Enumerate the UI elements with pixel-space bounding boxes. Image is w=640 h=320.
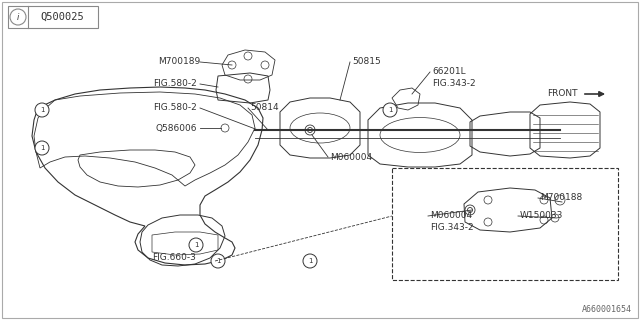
Text: M700188: M700188 (540, 194, 582, 203)
Text: 66201L: 66201L (432, 68, 466, 76)
Text: 1: 1 (308, 258, 312, 264)
Text: FIG.580-2: FIG.580-2 (153, 79, 197, 89)
Circle shape (303, 254, 317, 268)
Text: Q586006: Q586006 (156, 124, 197, 132)
Circle shape (35, 141, 49, 155)
Circle shape (383, 103, 397, 117)
Circle shape (189, 238, 203, 252)
Text: 1: 1 (388, 107, 392, 113)
Text: 50814: 50814 (250, 103, 278, 113)
Text: FIG.343-2: FIG.343-2 (432, 79, 476, 89)
Circle shape (35, 103, 49, 117)
Text: i: i (17, 12, 19, 21)
Text: FIG.343-2: FIG.343-2 (430, 223, 474, 233)
Text: M060004: M060004 (430, 212, 472, 220)
Circle shape (10, 9, 26, 25)
Text: M700189: M700189 (157, 58, 200, 67)
Text: 1: 1 (40, 145, 44, 151)
Text: 50815: 50815 (352, 58, 381, 67)
Bar (8, 6, 98, 28)
Bar (392, 168, 618, 280)
Text: FRONT: FRONT (547, 90, 578, 99)
Text: 1: 1 (40, 107, 44, 113)
Text: 1: 1 (216, 258, 220, 264)
Text: 1: 1 (194, 242, 198, 248)
Text: FIG.660-3: FIG.660-3 (152, 253, 196, 262)
Text: M060004: M060004 (330, 153, 372, 162)
Text: Q500025: Q500025 (40, 12, 84, 22)
Circle shape (211, 254, 225, 268)
Text: A660001654: A660001654 (582, 306, 632, 315)
Text: W150033: W150033 (520, 212, 563, 220)
Text: FIG.580-2: FIG.580-2 (153, 103, 197, 113)
